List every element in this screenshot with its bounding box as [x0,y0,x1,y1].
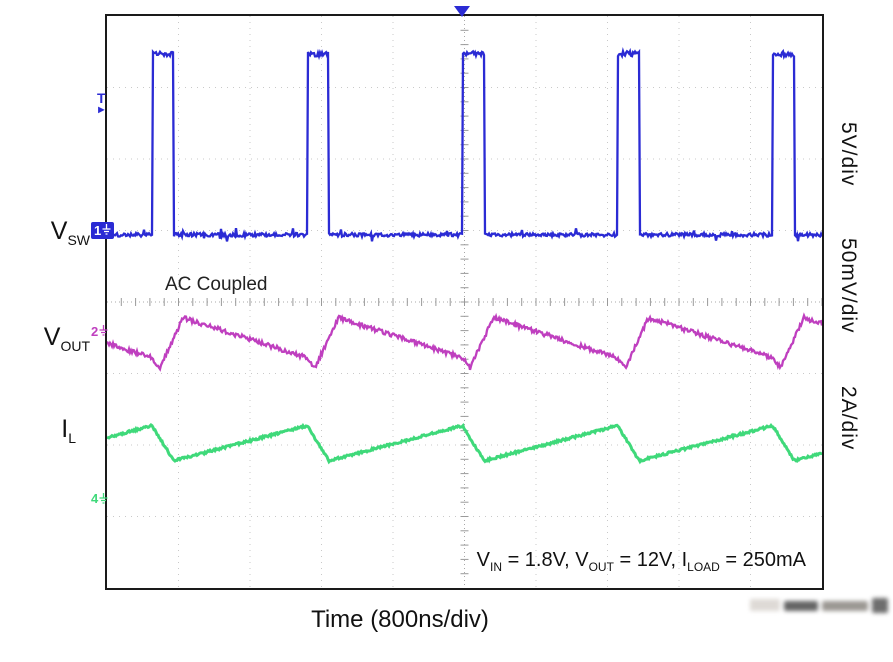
channel-marker-4: 4 [91,492,108,505]
vout-scale-label: 50mV/div [837,238,860,334]
ac-coupled-note: AC Coupled [165,274,268,295]
trigger-level-marker: T ▶ [97,91,106,114]
waveform-vsw [107,47,822,242]
il-label-sub: L [68,430,76,446]
trigger-position-icon [454,6,470,17]
vsw-label: VSW [10,217,90,248]
vout-label-sub: OUT [60,338,90,354]
il-scale-label: 2A/div [837,386,860,451]
channel-marker-2: 2 [91,325,108,338]
waveform-canvas [107,16,822,588]
vsw-scale-label: 5V/div [837,122,860,187]
ground-icon [99,325,108,336]
scope-graticule-area: AC Coupled VIN = 1.8V, VOUT = 12V, ILOAD… [105,14,824,590]
watermark-blur [750,592,892,620]
waveform-il [107,422,822,465]
vsw-label-sub: SW [67,232,90,248]
trigger-arrow-icon: ▶ [98,105,105,114]
vout-label-main: V [43,323,61,351]
channel-marker-1: 1 [91,221,115,239]
il-label-main: I [61,415,69,443]
ground-icon [102,224,111,235]
il-label: IL [10,415,76,446]
time-axis-label: Time (800ns/div) [311,606,489,633]
graticule-grid [107,16,822,588]
test-conditions-annotation: VIN = 1.8V, VOUT = 12V, ILOAD = 250mA [476,549,806,574]
vout-label: VOUT [10,323,90,354]
waveforms [107,47,822,465]
vsw-label-main: V [50,217,68,245]
ground-icon [99,492,108,504]
waveform-vout [107,312,822,372]
trigger-t-glyph: T [97,90,106,106]
